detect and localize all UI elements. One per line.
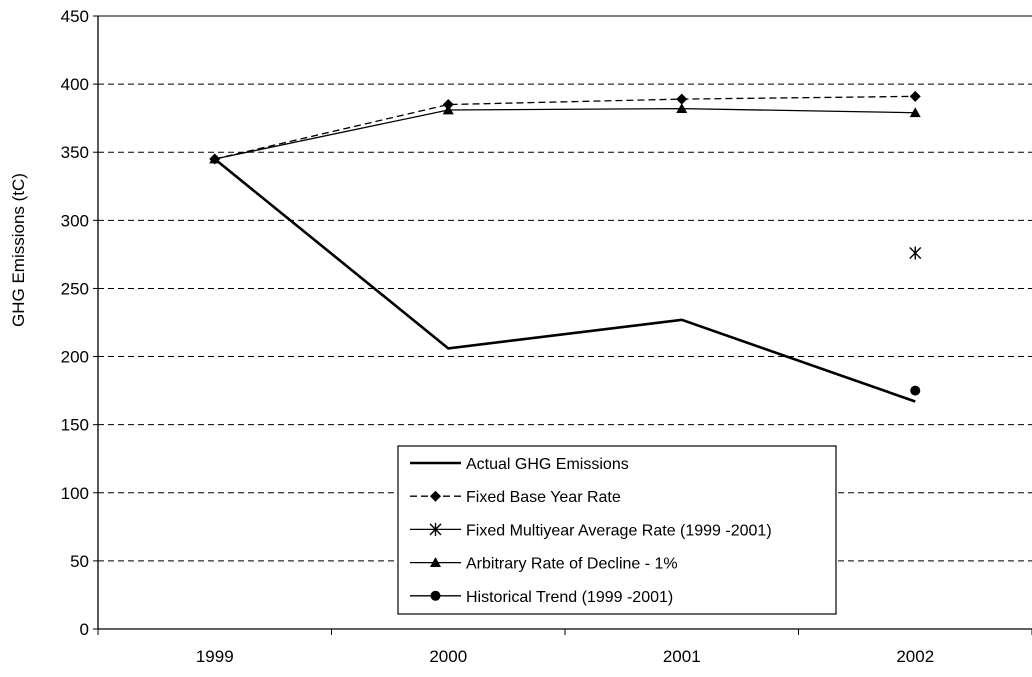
y-tick-label: 450 xyxy=(61,7,89,26)
legend-label: Historical Trend (1999 -2001) xyxy=(466,589,673,606)
series-0-line xyxy=(215,159,916,401)
y-tick-label: 400 xyxy=(61,75,89,94)
legend-label: Fixed Base Year Rate xyxy=(466,489,621,506)
legend-label: Actual GHG Emissions xyxy=(466,456,629,473)
x-tick-label: 2000 xyxy=(429,647,467,666)
y-tick-label: 150 xyxy=(61,416,89,435)
y-tick-label: 200 xyxy=(61,348,89,367)
series-0 xyxy=(215,159,916,401)
y-tick-label: 300 xyxy=(61,211,89,230)
series-4-point xyxy=(910,386,920,396)
series-4 xyxy=(910,386,920,396)
y-tick-label: 100 xyxy=(61,484,89,503)
series-1-point xyxy=(910,91,921,102)
series-2-point xyxy=(910,247,921,260)
legend-label: Fixed Multiyear Average Rate (1999 -2001… xyxy=(466,522,772,539)
y-tick-label: 350 xyxy=(61,143,89,162)
series-1-line xyxy=(215,96,916,159)
series-3-line xyxy=(215,109,916,159)
series-1-point xyxy=(676,94,687,105)
y-tick-label: 50 xyxy=(70,552,89,571)
legend-marker xyxy=(431,591,441,601)
x-tick-label: 2001 xyxy=(663,647,701,666)
legend: Actual GHG Emissions Fixed Base Year Rate… xyxy=(398,446,836,614)
series xyxy=(209,91,921,402)
series-2 xyxy=(910,247,921,260)
x-tick-label: 2002 xyxy=(896,647,934,666)
legend-label: Arbitrary Rate of Decline - 1% xyxy=(466,556,678,573)
series-1 xyxy=(209,91,921,165)
y-tick-label: 0 xyxy=(80,620,89,639)
y-tick-label: 250 xyxy=(61,279,89,298)
y-axis-label: GHG Emissions (tC) xyxy=(9,173,28,327)
series-3 xyxy=(209,103,921,163)
x-tick-label: 1999 xyxy=(196,647,234,666)
